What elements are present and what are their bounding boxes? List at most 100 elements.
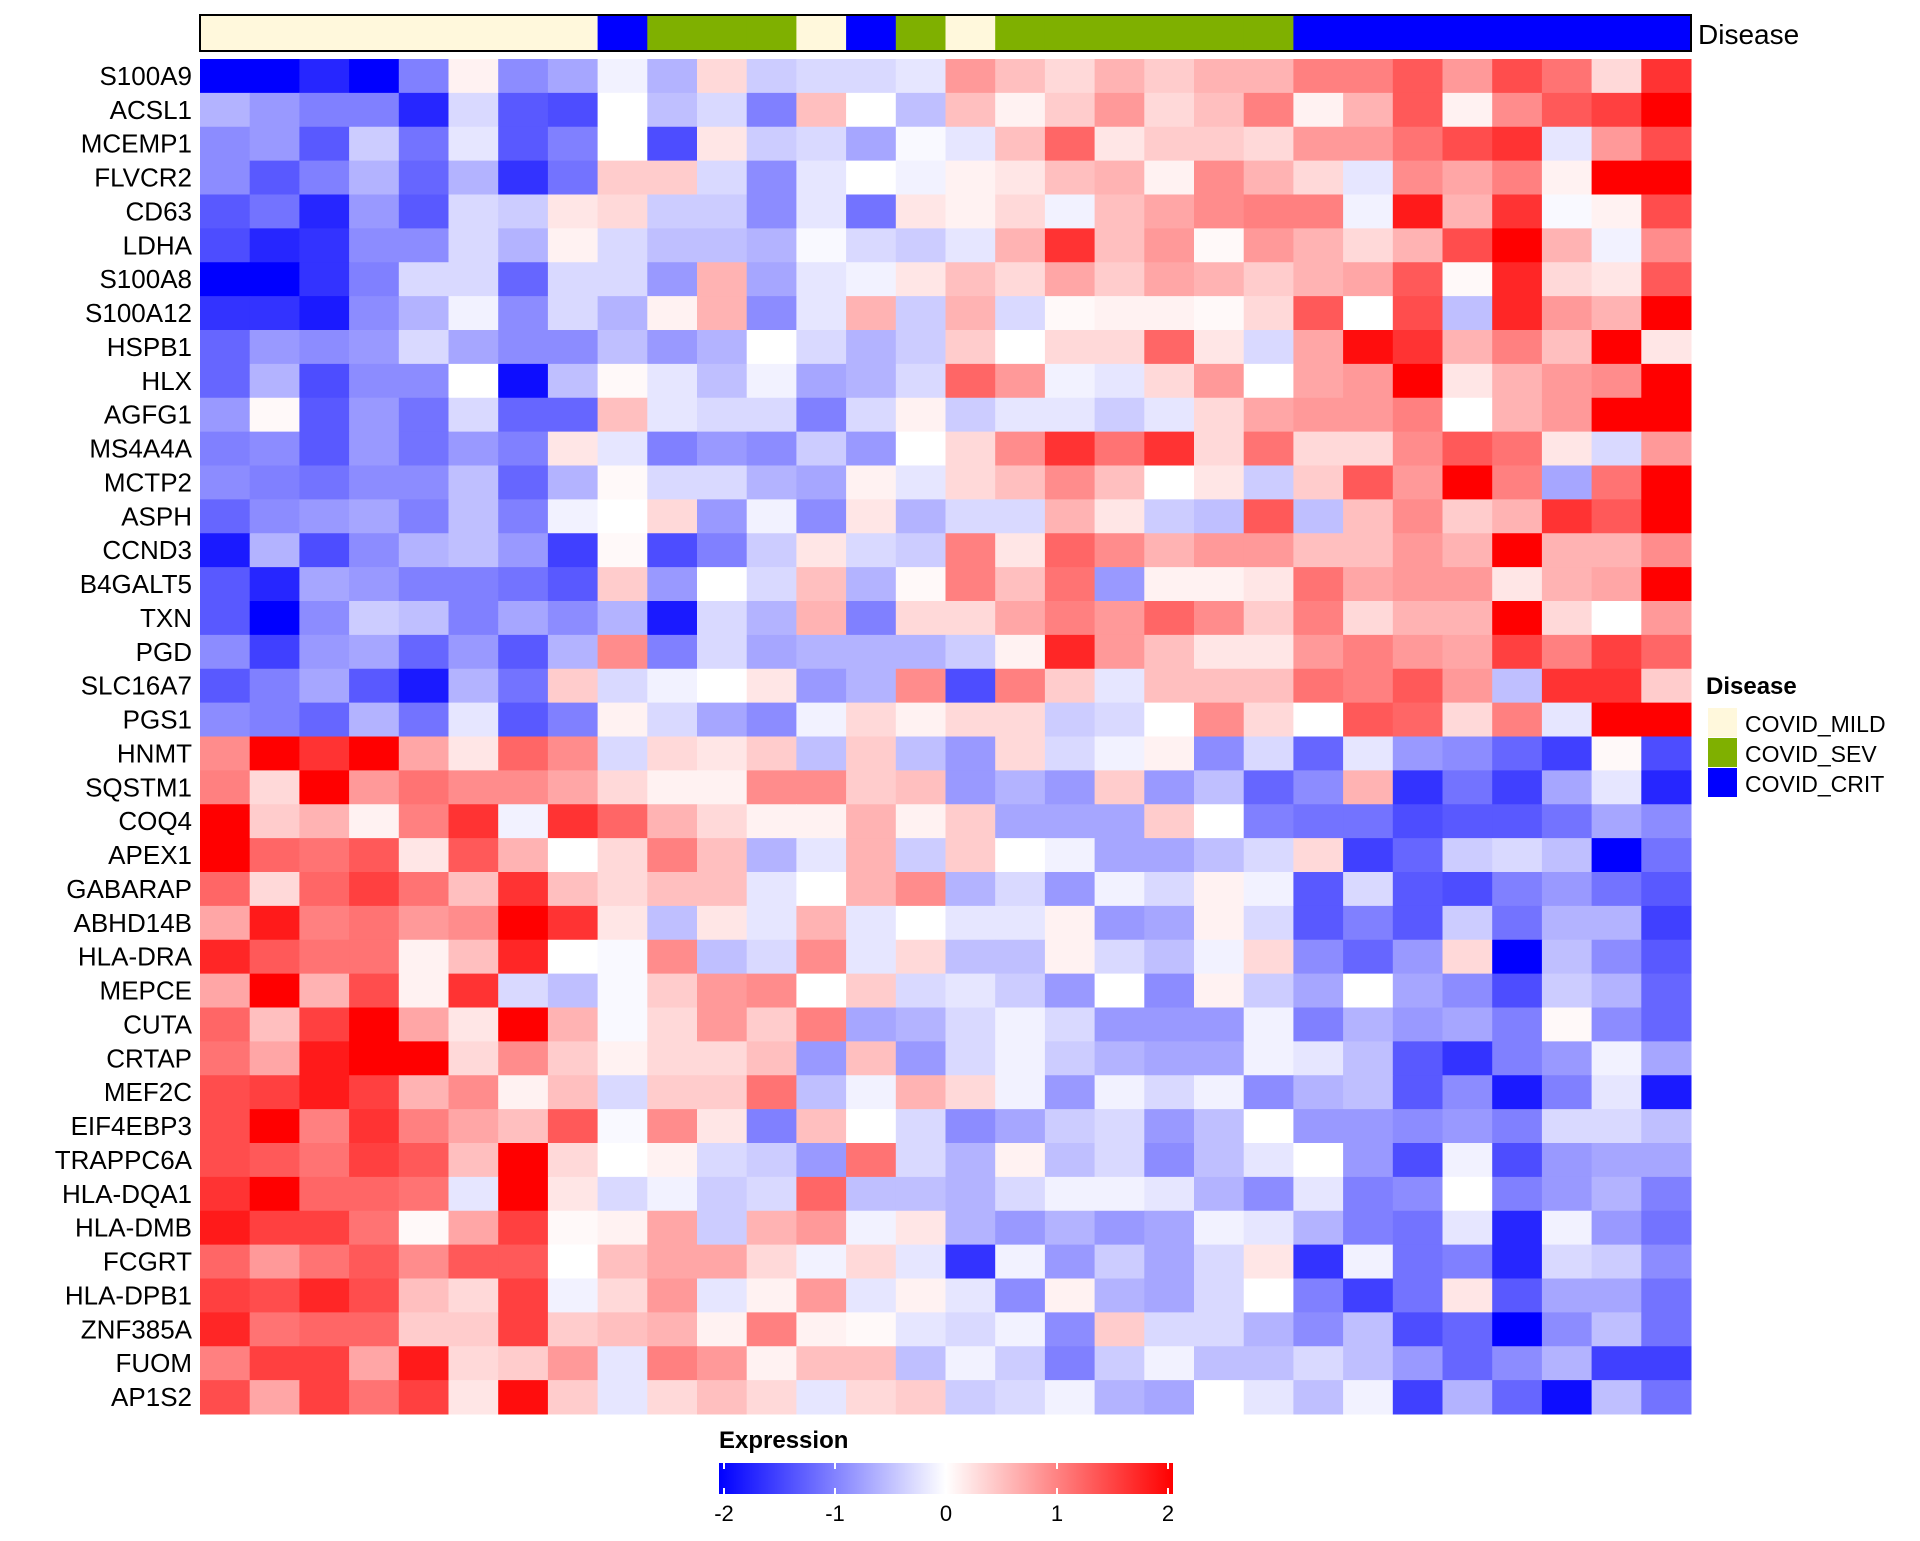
heatmap-cell [498, 1075, 549, 1110]
heatmap-cell [647, 1176, 698, 1212]
heatmap-cell [1044, 1109, 1096, 1144]
heatmap-cell [647, 533, 698, 568]
heatmap-cell [597, 1109, 648, 1144]
heatmap-cell [349, 1278, 400, 1313]
heatmap-cell [1541, 872, 1593, 907]
heatmap-cell [846, 126, 897, 162]
heatmap-cell [448, 59, 499, 94]
heatmap-cell [547, 465, 599, 500]
heatmap-cell [349, 634, 400, 670]
heatmap-cell [697, 973, 748, 1008]
heatmap-cell [200, 838, 251, 873]
heatmap-cell [249, 194, 300, 229]
heatmap-cell [200, 59, 251, 94]
heatmap-cell [1293, 1210, 1344, 1246]
heatmap-cell [697, 804, 748, 839]
heatmap-cell [1094, 668, 1145, 704]
heatmap-cell [1591, 59, 1642, 94]
heatmap-cell [1343, 1075, 1394, 1110]
heatmap-cell [1243, 59, 1294, 94]
heatmap-cell [1044, 838, 1096, 873]
heatmap-cell [1044, 1075, 1096, 1110]
heatmap-cell [597, 533, 648, 568]
heatmap-cell [1591, 296, 1642, 331]
annotation-cell [1392, 15, 1443, 51]
heatmap-cell [995, 567, 1046, 602]
heatmap-cell [746, 262, 797, 297]
heatmap-cell [1243, 228, 1294, 263]
heatmap-cell [1541, 228, 1593, 263]
heatmap-cell [895, 126, 946, 162]
heatmap-cell [448, 1210, 499, 1246]
heatmap-cell [895, 533, 946, 568]
heatmap-cell [1194, 973, 1245, 1008]
heatmap-cell [1243, 296, 1294, 331]
heatmap-cell [498, 736, 549, 771]
heatmap-cell [697, 567, 748, 602]
heatmap-cell [349, 228, 400, 263]
heatmap-cell [945, 499, 996, 534]
legend-label: COVID_CRIT [1745, 771, 1884, 797]
colorbar-tick-label: 1 [1051, 1501, 1063, 1526]
heatmap-cell [1194, 1312, 1245, 1347]
heatmap-cell [349, 397, 400, 433]
heatmap-cell [1591, 770, 1642, 805]
heatmap-cell [398, 567, 449, 602]
heatmap-cell [547, 126, 599, 162]
heatmap-cell [1442, 1041, 1493, 1076]
heatmap-cell [647, 1278, 698, 1313]
heatmap-cell [895, 397, 946, 433]
heatmap-cell [597, 1278, 648, 1313]
heatmap-cell [498, 397, 549, 433]
heatmap-cell [796, 1007, 847, 1042]
heatmap-cell [796, 194, 847, 229]
heatmap-cell [597, 838, 648, 873]
heatmap-cell [547, 262, 599, 297]
heatmap-cell [995, 262, 1046, 297]
heatmap-cell [597, 905, 648, 941]
heatmap-cell [1591, 92, 1642, 128]
row-label: MCTP2 [104, 467, 192, 497]
heatmap-cell [846, 1109, 897, 1144]
heatmap-cell [1442, 1143, 1493, 1178]
heatmap-cell [299, 499, 350, 534]
heatmap-cell [1194, 499, 1245, 534]
heatmap-cell [1442, 601, 1493, 636]
heatmap-cell [1492, 126, 1543, 162]
heatmap-cell [1044, 804, 1096, 839]
heatmap-cell [746, 397, 797, 433]
heatmap-cell [846, 634, 897, 670]
heatmap-cell [349, 1143, 400, 1178]
heatmap-cell [1144, 973, 1195, 1008]
heatmap-cell [299, 296, 350, 331]
heatmap-cell [1392, 262, 1443, 297]
heatmap-cell [1343, 363, 1394, 399]
heatmap-cell [1243, 770, 1294, 805]
heatmap-cell [846, 702, 897, 737]
row-label: LDHA [123, 230, 193, 260]
row-label: APEX1 [108, 840, 192, 870]
heatmap-cell [1492, 363, 1543, 399]
heatmap-cell [349, 160, 400, 195]
heatmap-cell [1194, 567, 1245, 602]
heatmap-cell [1144, 330, 1195, 365]
annotation-cell [1492, 15, 1543, 51]
heatmap-cell [1293, 1007, 1344, 1042]
annotation-cell [1641, 15, 1692, 51]
heatmap-cell [1392, 601, 1443, 636]
heatmap-cell [1641, 1143, 1692, 1178]
heatmap-cell [1392, 1143, 1443, 1178]
heatmap-cell [398, 1346, 449, 1381]
heatmap-cell [349, 872, 400, 907]
heatmap-cell [1044, 126, 1096, 162]
heatmap-cell [697, 92, 748, 128]
heatmap-cell [1641, 905, 1692, 941]
heatmap-cell [1044, 92, 1096, 128]
heatmap-cell [1044, 59, 1096, 94]
heatmap-cell [200, 1041, 251, 1076]
heatmap-cell [1541, 1346, 1593, 1381]
heatmap-cell [846, 533, 897, 568]
heatmap-cell [1343, 1210, 1394, 1246]
heatmap-cell [697, 1143, 748, 1178]
heatmap-cell [1194, 1210, 1245, 1246]
